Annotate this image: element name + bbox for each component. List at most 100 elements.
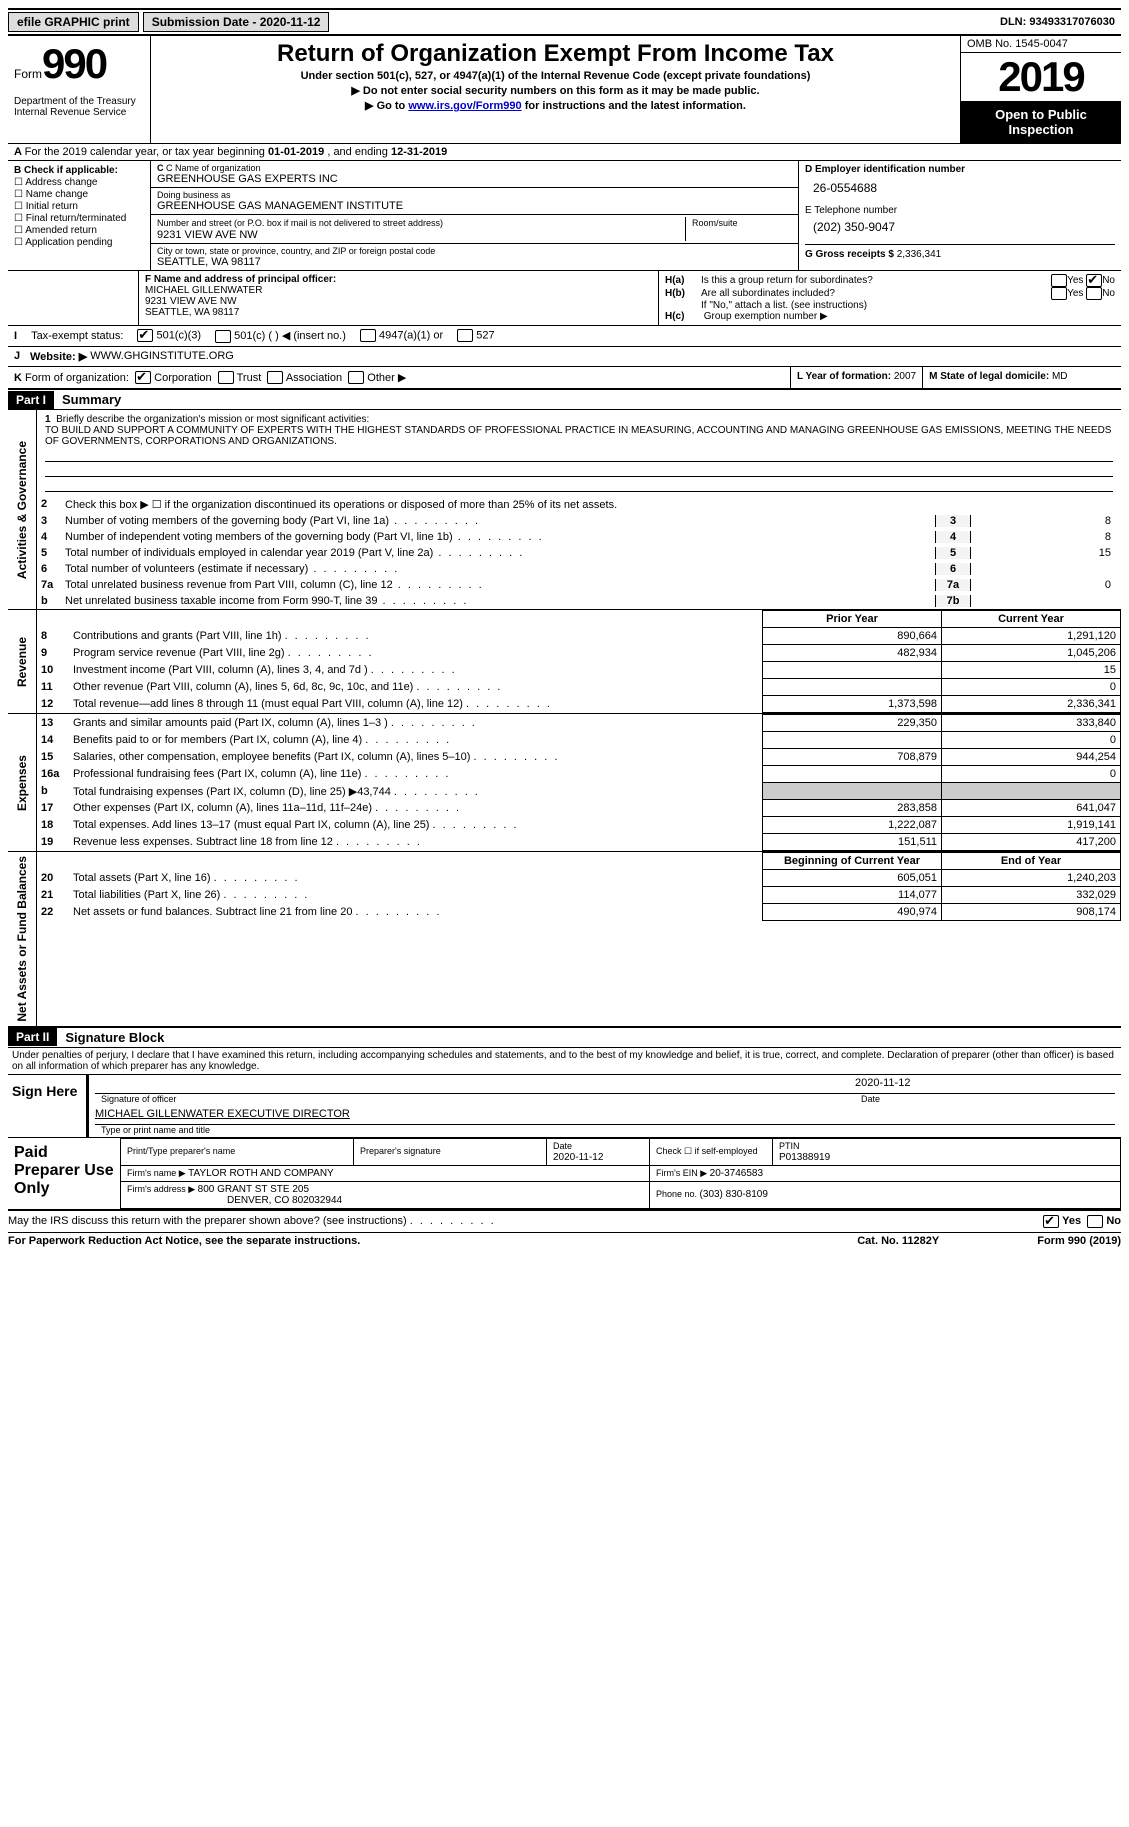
box-h: H(a) Is this a group return for subordin… [658, 271, 1121, 325]
period-text: For the 2019 calendar year, or tax year … [25, 146, 268, 158]
box-de: D Employer identification number 26-0554… [799, 161, 1121, 270]
line-desc: Benefits paid to or for members (Part IX… [69, 732, 763, 749]
cb-501c3[interactable] [137, 329, 153, 342]
line-num: 18 [37, 817, 69, 834]
table-row: 15Salaries, other compensation, employee… [37, 749, 1121, 766]
hb-no: No [1102, 288, 1115, 299]
line-desc: Net unrelated business taxable income fr… [65, 595, 935, 607]
omb-number: OMB No. 1545-0047 [961, 36, 1121, 53]
line-desc: Check this box ▶ ☐ if the organization d… [65, 498, 1117, 511]
firm-name: TAYLOR ROTH AND COMPANY [188, 1168, 334, 1179]
line-box: 4 [935, 531, 971, 543]
preparer-table: Print/Type preparer's name Preparer's si… [120, 1138, 1121, 1209]
part1-title: Summary [54, 390, 129, 409]
cb-amended-return[interactable]: ☐ Amended return [14, 225, 144, 236]
cb-name-change[interactable]: ☐ Name change [14, 189, 144, 200]
cb-4947[interactable] [360, 329, 376, 342]
cb-corp[interactable] [135, 371, 151, 384]
curr-value: 944,254 [942, 749, 1121, 766]
cb-address-change[interactable]: ☐ Address change [14, 177, 144, 188]
phone-header: E Telephone number [805, 205, 1115, 216]
cb-application-pending[interactable]: ☐ Application pending [14, 237, 144, 248]
discuss-yes: Yes [1062, 1215, 1081, 1228]
l-label: L Year of formation: [797, 371, 894, 382]
gov-line: 2Check this box ▶ ☐ if the organization … [37, 496, 1121, 513]
officer-name-label: Type or print name and title [95, 1124, 1115, 1135]
discuss-yes-checkbox[interactable] [1043, 1215, 1059, 1228]
cb-501c[interactable] [215, 330, 231, 343]
prior-value [763, 662, 942, 679]
cat-no: Cat. No. 11282Y [857, 1235, 1037, 1247]
mission-label: Briefly describe the organization's miss… [56, 414, 369, 425]
fh-row: F Name and address of principal officer:… [8, 271, 1121, 326]
netassets-table: Beginning of Current Year End of Year 20… [37, 852, 1121, 921]
line-value: 0 [971, 579, 1117, 591]
prior-value [763, 766, 942, 783]
subtitle-2: Do not enter social security numbers on … [155, 84, 956, 97]
k-label: K [14, 372, 22, 384]
hb-yes-checkbox[interactable] [1051, 287, 1067, 300]
irs-link[interactable]: www.irs.gov/Form990 [408, 100, 521, 112]
prior-value: 229,350 [763, 715, 942, 732]
prior-value: 605,051 [763, 870, 942, 887]
line-num: 2 [41, 498, 65, 510]
table-row: 22Net assets or fund balances. Subtract … [37, 904, 1121, 921]
phone: (202) 350-9047 [813, 220, 1115, 234]
sign-here-block: Sign Here Signature of officer 2020-11-1… [8, 1075, 1121, 1138]
prior-value: 890,664 [763, 628, 942, 645]
dln-label: DLN: [1000, 16, 1029, 28]
cb-trust[interactable] [218, 371, 234, 384]
cb-527[interactable] [457, 329, 473, 342]
curr-value: 332,029 [942, 887, 1121, 904]
gov-line: 6Total number of volunteers (estimate if… [37, 561, 1121, 577]
line-num: b [41, 595, 65, 607]
box-b: B Check if applicable: ☐ Address change … [8, 161, 150, 270]
mission-text: TO BUILD AND SUPPORT A COMMUNITY OF EXPE… [45, 425, 1111, 447]
line-desc: Revenue less expenses. Subtract line 18 … [69, 834, 763, 851]
cb-final-return[interactable]: ☐ Final return/terminated [14, 213, 144, 224]
curr-value: 2,336,341 [942, 696, 1121, 713]
ha-yes-checkbox[interactable] [1051, 274, 1067, 287]
cb-initial-return[interactable]: ☐ Initial return [14, 201, 144, 212]
line-num: 20 [37, 870, 69, 887]
gross-header: G Gross receipts $ [805, 249, 897, 260]
curr-value: 0 [942, 679, 1121, 696]
end-year-header: End of Year [942, 853, 1121, 870]
hb-no-checkbox[interactable] [1086, 287, 1102, 300]
department: Department of the Treasury Internal Reve… [14, 96, 144, 118]
line-num: 8 [37, 628, 69, 645]
tax-year: 2019 [961, 53, 1121, 101]
revenue-section: Revenue Prior Year Current Year 8Contrib… [8, 610, 1121, 714]
prior-value [763, 732, 942, 749]
subtitle-1: Under section 501(c), 527, or 4947(a)(1)… [155, 70, 956, 82]
prior-value: 114,077 [763, 887, 942, 904]
efile-button[interactable]: efile GRAPHIC print [8, 12, 139, 32]
line-desc: Total number of volunteers (estimate if … [65, 563, 935, 575]
gov-line: 3Number of voting members of the governi… [37, 513, 1121, 529]
ptin-label: PTIN [779, 1141, 800, 1151]
curr-value: 0 [942, 766, 1121, 783]
opt-4947: 4947(a)(1) or [379, 330, 443, 342]
submission-date-button[interactable]: Submission Date - 2020-11-12 [143, 12, 330, 32]
cb-assoc[interactable] [267, 371, 283, 384]
ha-no-checkbox[interactable] [1086, 274, 1102, 287]
line-desc: Professional fundraising fees (Part IX, … [69, 766, 763, 783]
prep-date-label: Date [553, 1141, 572, 1151]
org-name: GREENHOUSE GAS EXPERTS INC [157, 173, 792, 185]
firm-addr2: DENVER, CO 802032944 [127, 1195, 342, 1206]
form-footer: Form 990 (2019) [1037, 1235, 1121, 1247]
line-num: 12 [37, 696, 69, 713]
prior-value: 283,858 [763, 800, 942, 817]
line-desc: Investment income (Part VIII, column (A)… [69, 662, 763, 679]
line-num: 14 [37, 732, 69, 749]
discuss-no-checkbox[interactable] [1087, 1215, 1103, 1228]
officer-name-title: MICHAEL GILLENWATER EXECUTIVE DIRECTOR [95, 1108, 1115, 1124]
line-desc: Number of voting members of the governin… [65, 515, 935, 527]
hb-label: H(b) [665, 288, 701, 299]
mission-num: 1 [45, 414, 51, 425]
table-row: 17Other expenses (Part IX, column (A), l… [37, 800, 1121, 817]
curr-value: 417,200 [942, 834, 1121, 851]
table-row: 11Other revenue (Part VIII, column (A), … [37, 679, 1121, 696]
cb-other[interactable] [348, 371, 364, 384]
gross-receipts: 2,336,341 [897, 249, 942, 260]
